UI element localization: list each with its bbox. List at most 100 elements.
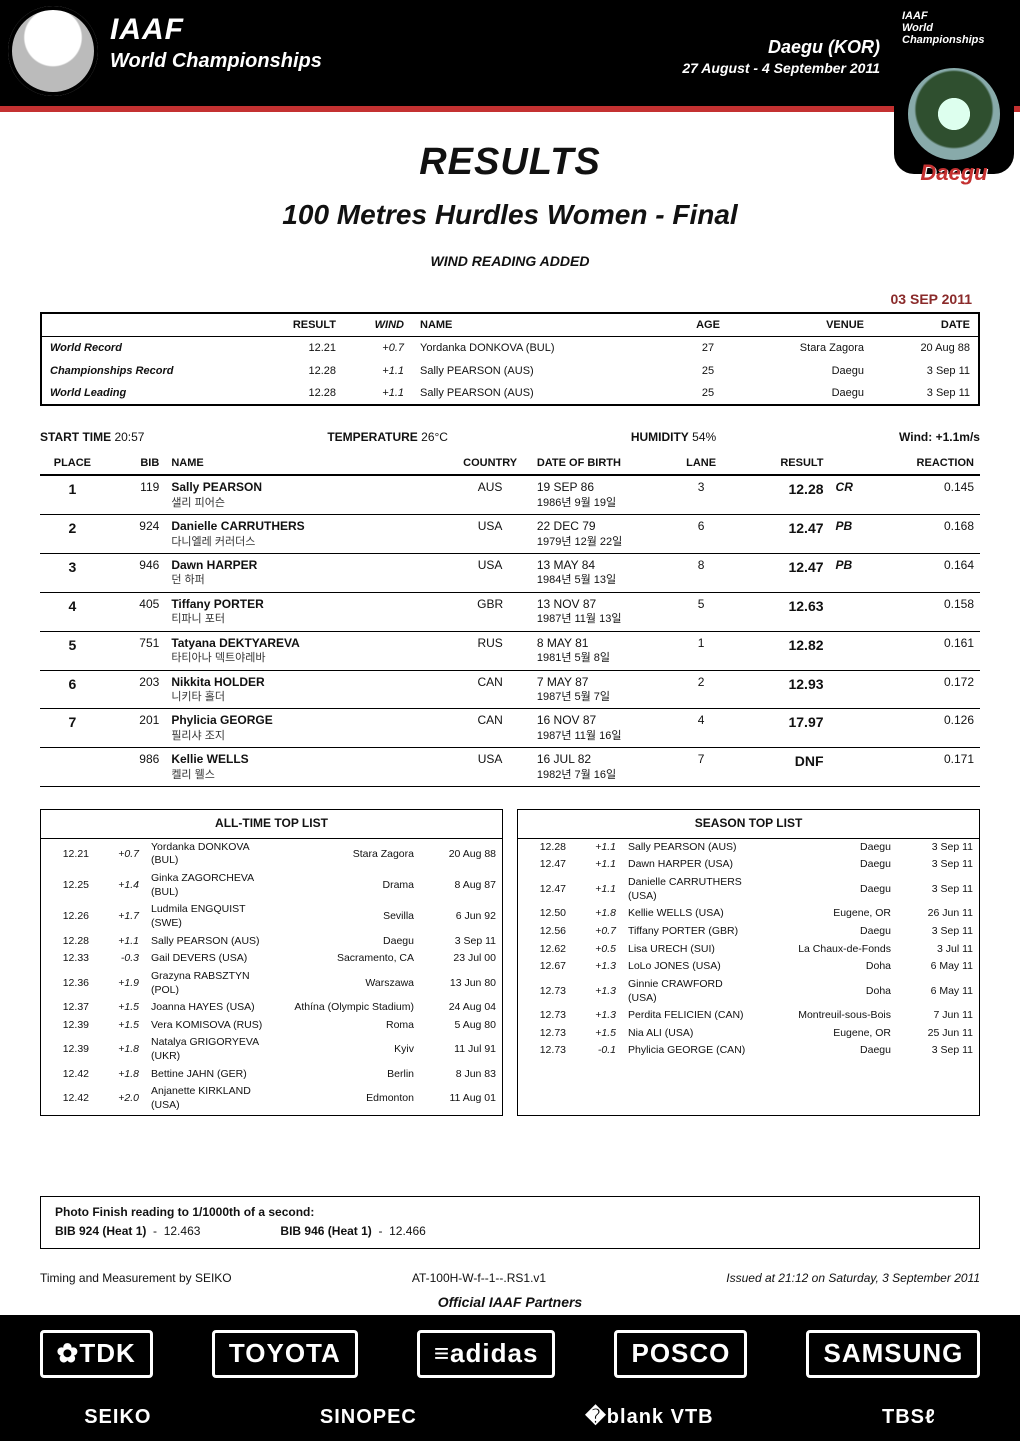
record-result: 12.28 (258, 382, 344, 404)
bib: 201 (105, 709, 166, 748)
photo-finish-entry: BIB 924 (Heat 1) - 12.463 (55, 1224, 200, 1240)
record-label: World Record (42, 337, 258, 360)
lane: 4 (669, 709, 734, 748)
list-wind: +1.1 (572, 856, 622, 874)
result-time: 12.93 (733, 670, 829, 709)
lane: 6 (669, 514, 734, 553)
list-date: 8 Aug 87 (420, 870, 502, 901)
athlete-native-name: 니키타 홀더 (171, 690, 443, 704)
lane: 8 (669, 553, 734, 592)
date-of-birth: 16 JUL 821982년 7월 16일 (531, 748, 669, 787)
list-mark: 12.39 (41, 1034, 95, 1065)
list-mark: 12.36 (41, 968, 95, 999)
list-athlete: Kellie WELLS (USA) (622, 905, 755, 923)
list-row: 12.73-0.1Phylicia GEORGE (CAN)Daegu3 Sep… (518, 1042, 979, 1060)
list-mark: 12.73 (518, 976, 572, 1007)
results-row: 1119Sally PEARSON샐리 피어슨AUS19 SEP 861986년… (40, 475, 980, 514)
date-stamp: 03 SEP 2011 (891, 290, 972, 308)
list-row: 12.73+1.5Nia ALI (USA)Eugene, OR25 Jun 1… (518, 1025, 979, 1043)
record-age: 25 (680, 360, 736, 382)
date-of-birth: 13 MAY 841984년 5월 13일 (531, 553, 669, 592)
list-mark: 12.39 (41, 1017, 95, 1035)
list-wind: +1.1 (572, 874, 622, 905)
temperature-label: TEMPERATURE (327, 430, 417, 444)
list-date: 26 Jun 11 (897, 905, 979, 923)
list-mark: 12.62 (518, 941, 572, 959)
list-venue: Daegu (278, 933, 420, 951)
list-wind: +1.5 (95, 999, 145, 1017)
result-note: PB (830, 553, 884, 592)
result-note (830, 631, 884, 670)
list-mark: 12.37 (41, 999, 95, 1017)
record-date: 3 Sep 11 (872, 382, 978, 404)
list-mark: 12.73 (518, 1025, 572, 1043)
records-hdr-result: RESULT (258, 314, 344, 337)
series-name: World Championships (110, 48, 322, 74)
list-date: 24 Aug 04 (420, 999, 502, 1017)
timing-code: AT-100H-W-f--1--.RS1.v1 (412, 1271, 546, 1287)
sponsor-logo: TBSℓ (868, 1400, 950, 1434)
conditions-bar: START TIME 20:57 TEMPERATURE 26°C HUMIDI… (40, 430, 980, 446)
list-venue: Warszawa (278, 968, 420, 999)
country: USA (449, 553, 530, 592)
record-wind: +1.1 (344, 382, 412, 404)
list-athlete: Gail DEVERS (USA) (145, 950, 278, 968)
records-row: World Leading12.28+1.1Sally PEARSON (AUS… (42, 382, 978, 404)
lane: 5 (669, 592, 734, 631)
sponsor-logo: TOYOTA (212, 1330, 358, 1378)
country: GBR (449, 592, 530, 631)
place: 2 (40, 514, 105, 553)
event-title: 100 Metres Hurdles Women - Final (0, 197, 1020, 233)
list-row: 12.26+1.7Ludmila ENGQUIST (SWE)Sevilla6 … (41, 901, 502, 932)
athlete-native-name: 던 하퍼 (171, 573, 443, 587)
list-venue: La Chaux-de-Fonds (755, 941, 897, 959)
list-venue: Daegu (755, 874, 897, 905)
list-row: 12.25+1.4Ginka ZAGORCHEVA (BUL)Drama8 Au… (41, 870, 502, 901)
place (40, 748, 105, 787)
list-wind: +1.5 (572, 1025, 622, 1043)
result-note (830, 670, 884, 709)
sponsor-row-2: SEIKOSINOPEC�blank VTBTBSℓ (0, 1393, 1020, 1441)
list-date: 6 Jun 92 (420, 901, 502, 932)
results-table: PLACE BIB NAME COUNTRY DATE OF BIRTH LAN… (40, 452, 980, 787)
results-hdr-reaction: REACTION (884, 452, 980, 475)
athlete-native-name: 타티아나 덱트야레바 (171, 651, 443, 665)
results-hdr-place: PLACE (40, 452, 105, 475)
list-venue: Doha (755, 958, 897, 976)
country: AUS (449, 475, 530, 514)
reaction-time: 0.126 (884, 709, 980, 748)
result-note: PB (830, 514, 884, 553)
list-date: 11 Jul 91 (420, 1034, 502, 1065)
list-venue: Berlin (278, 1066, 420, 1084)
list-wind: -0.1 (572, 1042, 622, 1060)
result-note (830, 748, 884, 787)
results-row: 6203Nikkita HOLDER니키타 홀더CAN7 MAY 871987년… (40, 670, 980, 709)
athlete-native-name: 필리샤 조지 (171, 729, 443, 743)
record-date: 20 Aug 88 (872, 337, 978, 360)
country: USA (449, 514, 530, 553)
list-date: 23 Jul 00 (420, 950, 502, 968)
records-hdr-wind: WIND (344, 314, 412, 337)
results-row: 4405Tiffany PORTER티파니 포터GBR13 NOV 871987… (40, 592, 980, 631)
list-row: 12.33-0.3Gail DEVERS (USA)Sacramento, CA… (41, 950, 502, 968)
event-logo-line2: World (902, 22, 933, 34)
wind-label: Wind: (899, 430, 932, 444)
humidity-label: HUMIDITY (631, 430, 689, 444)
records-hdr-age: AGE (680, 314, 736, 337)
list-athlete: Ginka ZAGORCHEVA (BUL) (145, 870, 278, 901)
result-note (830, 592, 884, 631)
list-wind: +1.9 (95, 968, 145, 999)
lane: 2 (669, 670, 734, 709)
list-venue: Montreuil-sous-Bois (755, 1007, 897, 1025)
sponsor-logo: SINOPEC (306, 1400, 431, 1434)
record-age: 25 (680, 382, 736, 404)
record-result: 12.28 (258, 360, 344, 382)
photo-finish-box: Photo Finish reading to 1/1000th of a se… (40, 1196, 980, 1249)
list-mark: 12.28 (518, 839, 572, 857)
list-mark: 12.50 (518, 905, 572, 923)
list-athlete: Nia ALI (USA) (622, 1025, 755, 1043)
list-date: 6 May 11 (897, 958, 979, 976)
list-row: 12.73+1.3Ginnie CRAWFORD (USA)Doha6 May … (518, 976, 979, 1007)
list-wind: +0.5 (572, 941, 622, 959)
list-mark: 12.47 (518, 874, 572, 905)
